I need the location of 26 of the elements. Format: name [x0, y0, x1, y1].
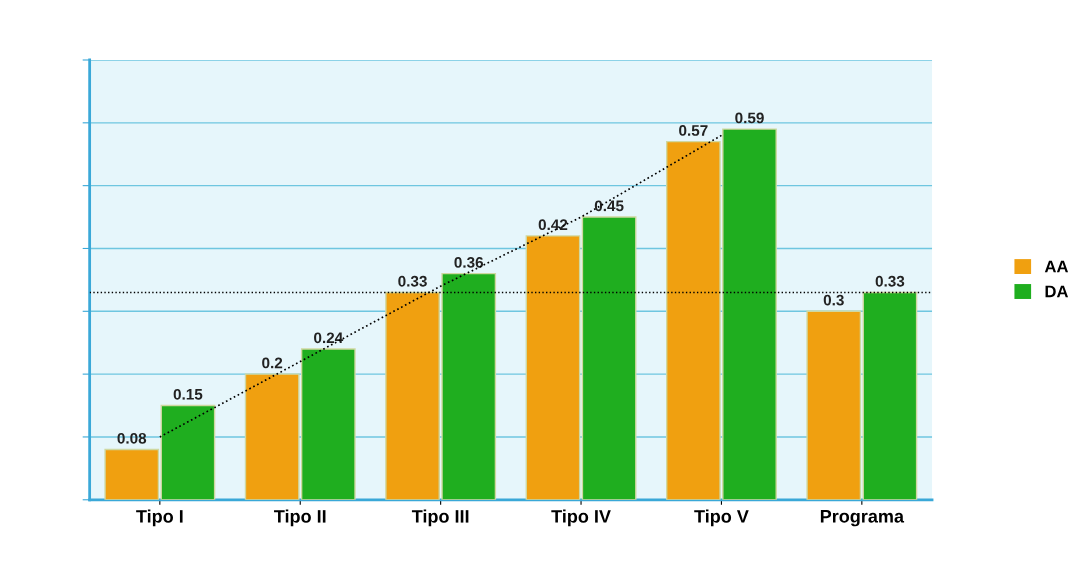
data-label: 0.15 [173, 388, 203, 400]
bar [104, 448, 160, 500]
x-tick-label: Tipo II [274, 509, 326, 527]
data-label: 0.59 [735, 112, 764, 124]
bar [862, 291, 918, 500]
x-tick-label: Tipo V [694, 509, 749, 527]
data-label: 0.08 [117, 432, 147, 444]
legend-label: DA [1045, 285, 1069, 298]
x-tick-label: Programa [820, 510, 905, 527]
data-label: 0.36 [454, 256, 484, 268]
data-label: 0.24 [314, 332, 344, 344]
data-label: 0.57 [679, 125, 708, 136]
x-tick-label: Tipo IV [551, 509, 611, 527]
data-label: 0.45 [594, 200, 624, 212]
x-tick-label: Tipo I [136, 509, 183, 527]
legend-label: AA [1044, 260, 1069, 273]
bar [806, 310, 862, 500]
bar [160, 404, 216, 500]
x-tick-label: Tipo III [411, 509, 469, 527]
data-label: 0.33 [398, 275, 427, 287]
bar [525, 235, 581, 500]
data-label: 0.33 [875, 275, 905, 287]
data-label: 0.3 [823, 294, 844, 306]
bar [581, 216, 637, 500]
data-label: 0.2 [262, 357, 283, 369]
data-label: 0.42 [538, 219, 568, 231]
